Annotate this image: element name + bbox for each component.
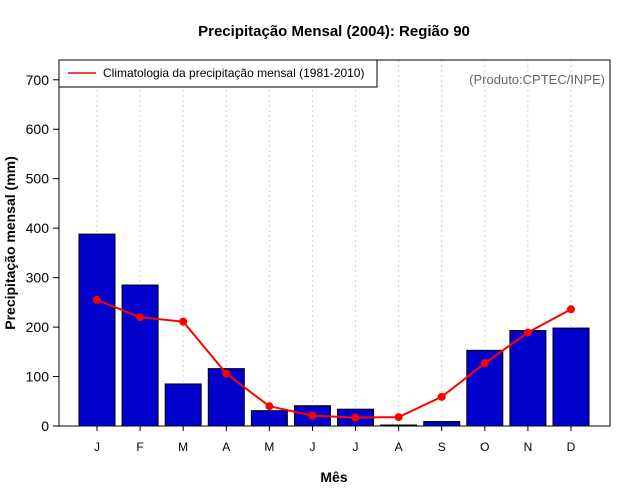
y-axis: 0 100 200 300 400 500 600 700 — [26, 72, 59, 434]
climatology-point-4 — [265, 402, 274, 411]
y-tick-label-3: 300 — [26, 270, 50, 286]
legend: Climatologia da precipitação mensal (198… — [58, 59, 378, 88]
y-tick-label-2: 200 — [26, 319, 50, 335]
x-tick-label-11: D — [567, 440, 576, 454]
climatology-point-5 — [308, 411, 317, 420]
climatology-point-9 — [480, 359, 489, 368]
legend-box — [58, 59, 378, 88]
y-tick-label-0: 0 — [41, 418, 49, 434]
y-tick-label-1: 100 — [26, 369, 50, 385]
x-tick-label-7: A — [395, 440, 403, 454]
climatology-point-8 — [437, 392, 446, 401]
x-tick-label-3: A — [222, 440, 230, 454]
bar-10 — [509, 330, 547, 427]
x-tick-label-10: N — [524, 440, 533, 454]
bars-layer — [78, 233, 590, 427]
y-tick-label-7: 700 — [26, 72, 50, 88]
x-tick-label-2: M — [178, 440, 188, 454]
y-tick-label-4: 400 — [26, 220, 50, 236]
bar-2 — [164, 383, 202, 427]
climatology-line — [96, 298, 572, 419]
climatology-point-1 — [136, 313, 145, 322]
y-axis-label: Precipitação mensal (mm) — [2, 156, 18, 330]
x-tick-label-8: S — [438, 440, 446, 454]
bar-4 — [250, 410, 288, 427]
x-tick-label-9: O — [480, 440, 489, 454]
x-tick-label-1: F — [136, 440, 143, 454]
climatology-line-layer — [93, 295, 575, 422]
credit-text: (Produto:CPTEC/INPE) — [469, 72, 605, 87]
x-tick-label-4: M — [264, 440, 274, 454]
bar-3 — [207, 368, 245, 427]
climatology-point-6 — [351, 413, 360, 422]
legend-label-climatology: Climatologia da precipitação mensal (198… — [103, 66, 364, 80]
x-axis-label: Mês — [320, 469, 347, 485]
x-tick-label-6: J — [353, 440, 359, 454]
bar-1 — [121, 284, 159, 427]
y-tick-label-5: 500 — [26, 171, 50, 187]
climatology-point-3 — [222, 369, 231, 378]
climatology-point-0 — [93, 295, 101, 304]
climatology-point-2 — [179, 317, 188, 326]
bar-0 — [78, 233, 116, 427]
climatology-point-11 — [567, 305, 575, 314]
climatology-point-7 — [394, 413, 403, 422]
bar-8 — [423, 421, 461, 427]
chart-title: Precipitação Mensal (2004): Região 90 — [198, 23, 470, 40]
climatology-point-10 — [523, 328, 532, 337]
x-tick-label-5: J — [309, 440, 315, 454]
bar-11 — [552, 327, 590, 427]
x-tick-label-0: J — [94, 440, 100, 454]
y-tick-label-6: 600 — [26, 121, 50, 137]
